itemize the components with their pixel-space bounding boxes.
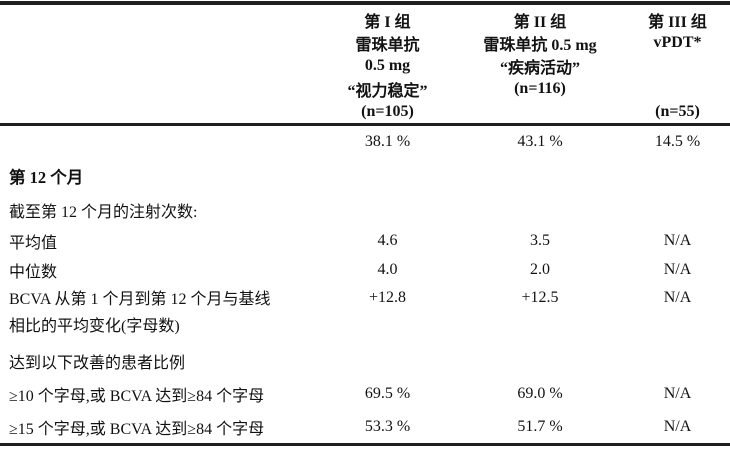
group1-value: 53.3 % [364, 417, 411, 435]
row-label: 达到以下改善的患者比例 [9, 355, 186, 372]
header-group3-line5: (n=55) [655, 102, 700, 120]
row-section-month12: 第 12 个月 [0, 158, 730, 194]
header-group3-line2: vPDT* [653, 33, 702, 51]
group1-value: 4.0 [377, 260, 398, 278]
group1-value: +12.8 [368, 289, 407, 306]
header-group2-line1: 第 II 组 [513, 13, 567, 31]
row-median: 中位数 4.0 2.0 N/A [0, 255, 730, 284]
group2-value: 51.7 % [517, 417, 563, 435]
header-group1: 第 I 组 雷珠单抗 0.5 mg “视力稳定” (n=105) [320, 8, 455, 123]
header-group2: 第 II 组 雷珠单抗 0.5 mg “疾病活动” (n=116) [455, 8, 625, 123]
section-title: 第 12 个月 [9, 168, 84, 187]
header-group3-line3 [625, 54, 730, 77]
header-group1-line3: 0.5 mg [364, 56, 411, 74]
group1-value: 4.6 [377, 231, 398, 249]
group2-value: 3.5 [530, 231, 550, 249]
header-group2-line3: “疾病活动” [499, 59, 580, 77]
table-header: 第 I 组 雷珠单抗 0.5 mg “视力稳定” (n=105) 第 II 组 … [0, 5, 730, 123]
group2-value: +12.5 [521, 289, 559, 306]
group3-value: N/A [663, 385, 692, 402]
table-top-rule [0, 1, 730, 5]
header-group1-line5: (n=105) [361, 102, 414, 120]
header-group1-line1: 第 I 组 [364, 13, 411, 31]
group3-value: N/A [663, 231, 692, 249]
header-group2-line2: 雷珠单抗 0.5 mg [483, 36, 597, 54]
row-label: 中位数 [9, 263, 58, 281]
group2-value: 43.1 % [517, 133, 563, 150]
group3-value: N/A [663, 289, 692, 306]
row-mean: 平均值 4.6 3.5 N/A [0, 226, 730, 255]
header-group1-line2: 雷珠单抗 [355, 36, 420, 54]
header-group3: 第 III 组 vPDT* (n=55) [625, 8, 730, 123]
table-bottom-rule [0, 443, 730, 446]
row-label: 平均值 [9, 234, 58, 252]
header-group3-line4 [625, 77, 730, 100]
row-proportion-of-patients: 达到以下改善的患者比例 [0, 344, 730, 378]
group3-value: N/A [663, 260, 692, 278]
header-group1-line4: “视力稳定” [347, 82, 428, 100]
header-group3-line1: 第 III 组 [648, 13, 707, 31]
row-baseline-percentages: 38.1 % 43.1 % 14.5 % [0, 126, 730, 158]
group1-value: 69.5 % [364, 385, 411, 402]
row-label: ≥15 个字母,或 BCVA 达到≥84 个字母 [9, 420, 265, 438]
group3-value: N/A [663, 417, 692, 435]
row-injections-by-month12: 截至第 12 个月的注射次数: [0, 194, 730, 226]
row-gain-ge15-letters: ≥15 个字母,或 BCVA 达到≥84 个字母 53.3 % 51.7 % N… [0, 410, 730, 443]
header-group2-line5 [455, 100, 625, 123]
header-spacer-cell [0, 8, 320, 123]
group2-value: 2.0 [530, 260, 550, 278]
row-label: BCVA 从第 1 个月到第 12 个月与基线 相比的平均变化(字母数) [0, 284, 320, 344]
row-label-line2: 相比的平均变化(字母数) [9, 318, 180, 335]
group3-value: 14.5 % [654, 133, 701, 150]
group1-value: 38.1 % [364, 133, 411, 150]
row-label: 截至第 12 个月的注射次数: [9, 204, 198, 221]
row-label: ≥10 个字母,或 BCVA 达到≥84 个字母 [9, 388, 265, 405]
row-bcva-mean-change: BCVA 从第 1 个月到第 12 个月与基线 相比的平均变化(字母数) +12… [0, 284, 730, 344]
row-label-line1: BCVA 从第 1 个月到第 12 个月与基线 [9, 291, 271, 308]
group2-value: 69.0 % [517, 385, 563, 402]
header-group2-line4: (n=116) [514, 79, 566, 97]
header-separator-rule [0, 123, 730, 126]
row-gain-ge10-letters: ≥10 个字母,或 BCVA 达到≥84 个字母 69.5 % 69.0 % N… [0, 378, 730, 410]
